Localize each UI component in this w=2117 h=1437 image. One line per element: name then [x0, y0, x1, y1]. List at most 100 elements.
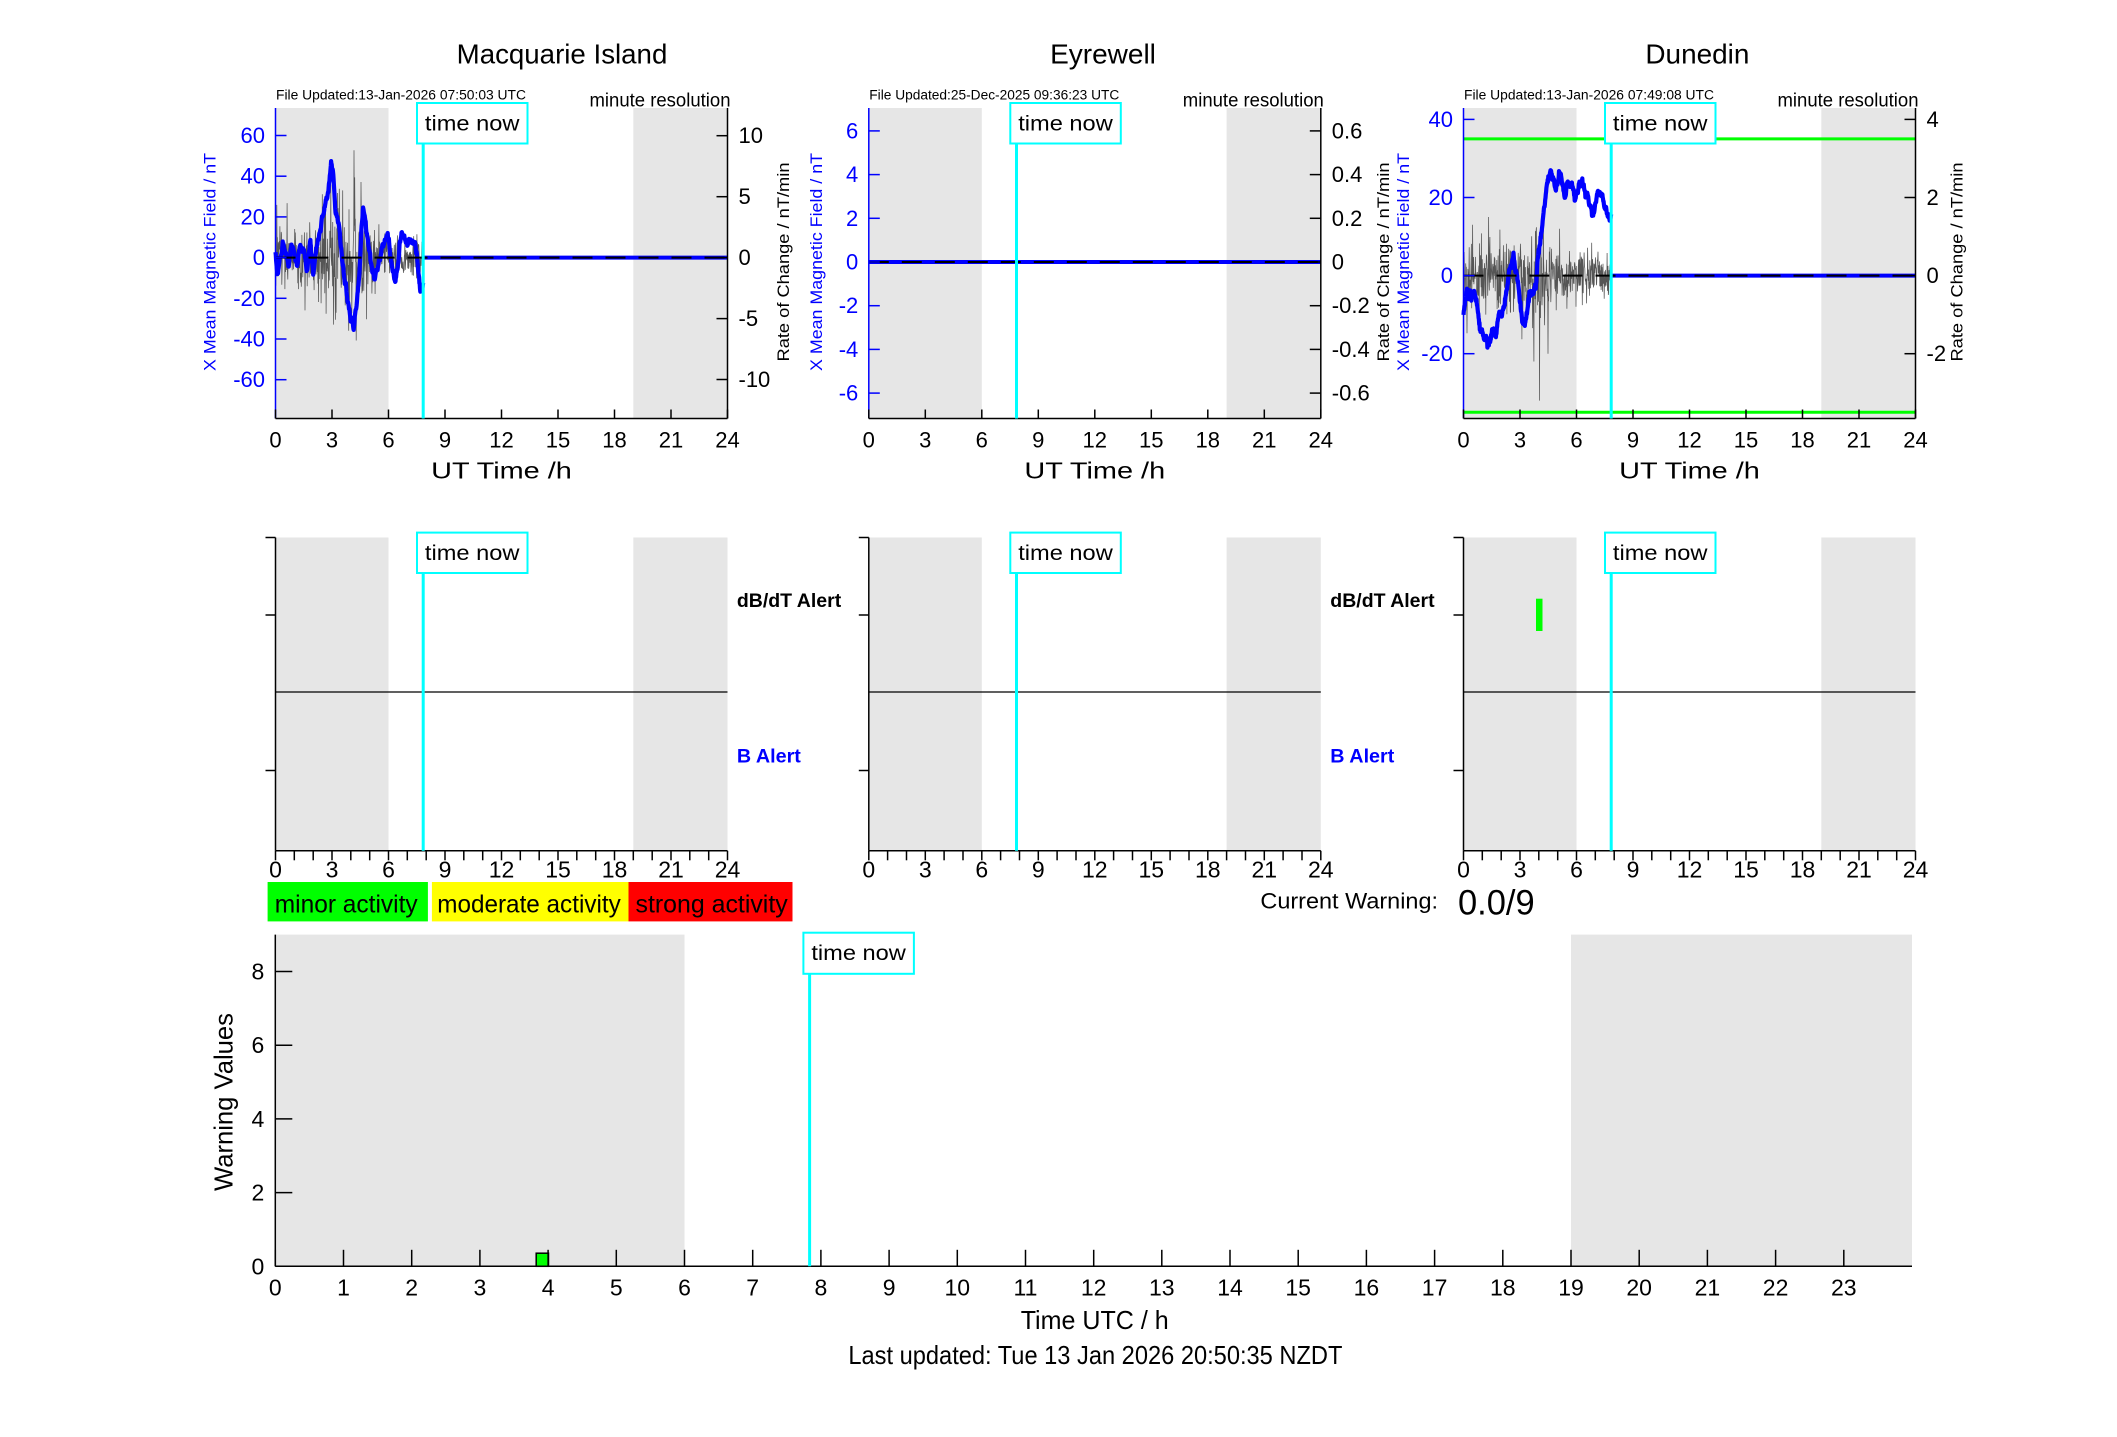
svg-text:Rate of Change / nT/min: Rate of Change / nT/min [774, 163, 793, 362]
svg-text:2: 2 [405, 1275, 418, 1301]
svg-text:9: 9 [1032, 857, 1045, 883]
svg-text:24: 24 [1903, 857, 1929, 883]
svg-text:-40: -40 [233, 327, 265, 352]
svg-text:-20: -20 [1421, 341, 1453, 366]
svg-text:24: 24 [715, 428, 739, 453]
svg-text:0.4: 0.4 [1332, 162, 1363, 187]
svg-text:2: 2 [252, 1180, 265, 1206]
svg-text:Dunedin: Dunedin [1645, 39, 1749, 70]
svg-text:8: 8 [252, 959, 265, 985]
svg-text:-0.4: -0.4 [1332, 337, 1370, 362]
svg-text:9: 9 [1627, 428, 1639, 453]
svg-text:7: 7 [746, 1275, 759, 1301]
svg-text:15: 15 [1733, 857, 1759, 883]
svg-text:12: 12 [1083, 428, 1107, 453]
svg-text:Macquarie Island: Macquarie Island [457, 39, 668, 70]
svg-text:9: 9 [439, 428, 451, 453]
svg-text:3: 3 [919, 857, 932, 883]
svg-text:time now: time now [425, 542, 520, 565]
svg-text:-2: -2 [839, 293, 859, 318]
svg-text:21: 21 [658, 857, 684, 883]
svg-text:0: 0 [252, 1253, 265, 1279]
svg-text:21: 21 [1846, 857, 1872, 883]
svg-text:16: 16 [1354, 1275, 1380, 1301]
svg-text:20: 20 [241, 204, 265, 229]
svg-text:time now: time now [1018, 112, 1113, 135]
svg-text:12: 12 [1082, 857, 1108, 883]
svg-text:40: 40 [1429, 107, 1453, 132]
svg-text:20: 20 [1429, 185, 1453, 210]
svg-text:B Alert: B Alert [737, 746, 802, 767]
svg-text:Rate of Change / nT/min: Rate of Change / nT/min [1374, 163, 1393, 362]
svg-text:-60: -60 [233, 367, 265, 392]
svg-text:3: 3 [1514, 857, 1527, 883]
svg-text:24: 24 [1309, 428, 1333, 453]
svg-text:3: 3 [919, 428, 931, 453]
svg-text:0: 0 [862, 857, 875, 883]
svg-text:6: 6 [975, 857, 988, 883]
svg-text:4: 4 [846, 162, 858, 187]
svg-text:6: 6 [1570, 857, 1583, 883]
svg-text:4: 4 [542, 1275, 555, 1301]
svg-text:0: 0 [1332, 250, 1344, 275]
svg-text:24: 24 [1903, 428, 1927, 453]
svg-text:time now: time now [1018, 542, 1113, 565]
svg-text:9: 9 [1627, 857, 1640, 883]
svg-text:Current Warning:: Current Warning: [1260, 889, 1438, 914]
svg-text:21: 21 [1695, 1275, 1721, 1301]
svg-text:21: 21 [1252, 428, 1276, 453]
svg-text:6: 6 [976, 428, 988, 453]
svg-text:15: 15 [1139, 428, 1163, 453]
svg-text:15: 15 [545, 857, 571, 883]
svg-text:6: 6 [846, 118, 858, 143]
svg-text:time now: time now [1613, 542, 1708, 565]
svg-text:-2: -2 [1927, 341, 1947, 366]
svg-text:15: 15 [1139, 857, 1165, 883]
svg-text:6: 6 [1570, 428, 1582, 453]
svg-text:24: 24 [715, 857, 741, 883]
svg-text:24: 24 [1308, 857, 1334, 883]
svg-text:20: 20 [1626, 1275, 1652, 1301]
svg-text:12: 12 [489, 428, 513, 453]
svg-text:13: 13 [1149, 1275, 1175, 1301]
svg-text:time now: time now [1613, 112, 1708, 135]
svg-text:0: 0 [1441, 263, 1453, 288]
svg-text:0: 0 [739, 245, 751, 270]
svg-text:-6: -6 [839, 381, 859, 406]
svg-text:X Mean Magnetic Field / nT: X Mean Magnetic Field / nT [807, 153, 826, 371]
svg-text:8: 8 [815, 1275, 828, 1301]
svg-text:1: 1 [337, 1275, 350, 1301]
svg-text:6: 6 [382, 857, 395, 883]
svg-text:12: 12 [1677, 857, 1703, 883]
svg-text:3: 3 [1514, 428, 1526, 453]
svg-text:21: 21 [1847, 428, 1871, 453]
svg-text:22: 22 [1763, 1275, 1789, 1301]
svg-text:time now: time now [425, 112, 520, 135]
svg-text:Warning Values: Warning Values [209, 1013, 239, 1191]
svg-text:Rate of Change / nT/min: Rate of Change / nT/min [1947, 163, 1966, 362]
svg-text:23: 23 [1831, 1275, 1857, 1301]
svg-text:5: 5 [610, 1275, 623, 1301]
svg-text:19: 19 [1558, 1275, 1584, 1301]
svg-text:Last updated: Tue 13 Jan 2026: Last updated: Tue 13 Jan 2026 20:50:35 N… [848, 1340, 1342, 1370]
svg-text:File Updated:13-Jan-2026 07:50: File Updated:13-Jan-2026 07:50:03 UTC [276, 88, 526, 103]
svg-text:10: 10 [739, 123, 763, 148]
svg-text:15: 15 [1285, 1275, 1311, 1301]
svg-text:18: 18 [602, 857, 628, 883]
svg-text:60: 60 [241, 123, 265, 148]
svg-text:11: 11 [1014, 1275, 1038, 1301]
svg-text:File Updated:13-Jan-2026 07:49: File Updated:13-Jan-2026 07:49:08 UTC [1464, 88, 1714, 103]
svg-text:0: 0 [1927, 263, 1939, 288]
svg-text:40: 40 [241, 164, 265, 189]
svg-text:B Alert: B Alert [1330, 746, 1395, 767]
svg-text:Eyrewell: Eyrewell [1050, 39, 1156, 70]
svg-text:0: 0 [269, 428, 281, 453]
svg-text:9: 9 [1032, 428, 1044, 453]
svg-text:6: 6 [382, 428, 394, 453]
svg-text:0: 0 [846, 250, 858, 275]
svg-text:18: 18 [1790, 857, 1816, 883]
svg-text:12: 12 [489, 857, 515, 883]
svg-text:21: 21 [659, 428, 683, 453]
svg-text:4: 4 [1927, 107, 1939, 132]
svg-text:dB/dT Alert: dB/dT Alert [1330, 591, 1435, 612]
